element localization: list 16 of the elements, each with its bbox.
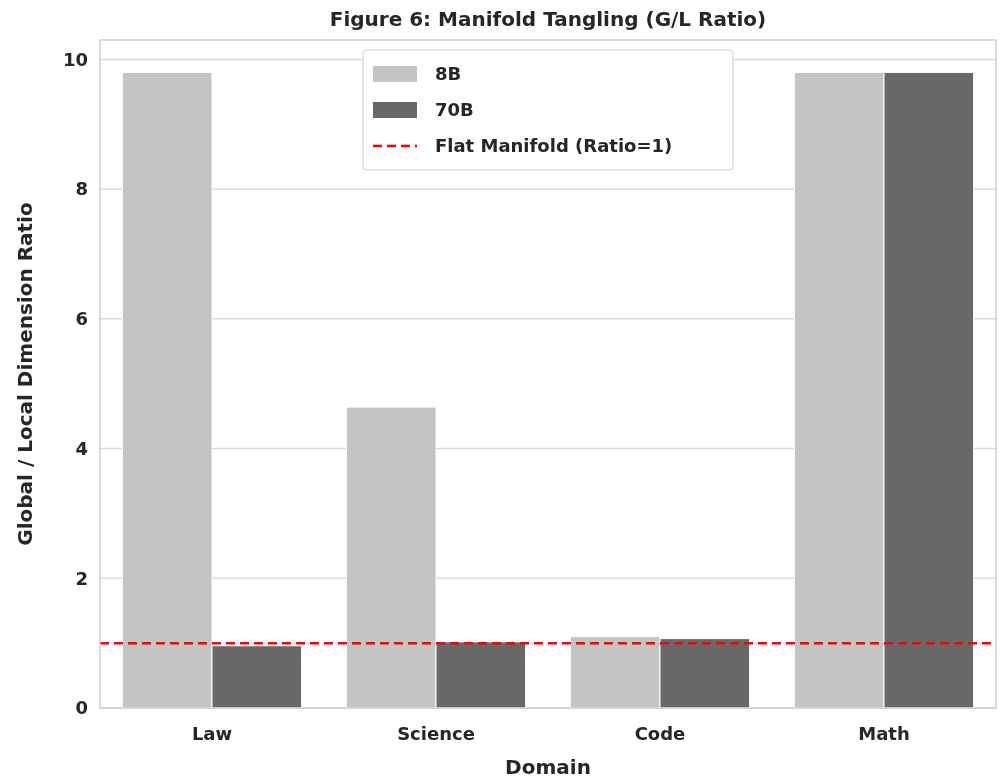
x-tick-label: Law xyxy=(191,723,233,744)
legend-label: 8B xyxy=(435,63,462,85)
y-tick-label: 10 xyxy=(62,48,88,70)
x-tick-label: Code xyxy=(634,723,686,744)
chart-title: Figure 6: Manifold Tangling (G/L Ratio) xyxy=(329,7,767,31)
x-tick-label: Math xyxy=(858,723,910,744)
x-axis-title: Domain xyxy=(505,755,591,779)
y-tick-label: 6 xyxy=(75,308,88,330)
y-tick-label: 8 xyxy=(75,178,88,200)
y-axis-title: Global / Local Dimension Ratio xyxy=(13,202,37,546)
y-tick-label: 4 xyxy=(75,437,88,459)
legend-label: Flat Manifold (Ratio=1) xyxy=(435,135,673,157)
x-tick-label: Science xyxy=(397,723,475,744)
legend-label: 70B xyxy=(435,99,474,121)
y-tick-label: 2 xyxy=(75,567,88,589)
y-tick-label: 0 xyxy=(75,697,88,719)
